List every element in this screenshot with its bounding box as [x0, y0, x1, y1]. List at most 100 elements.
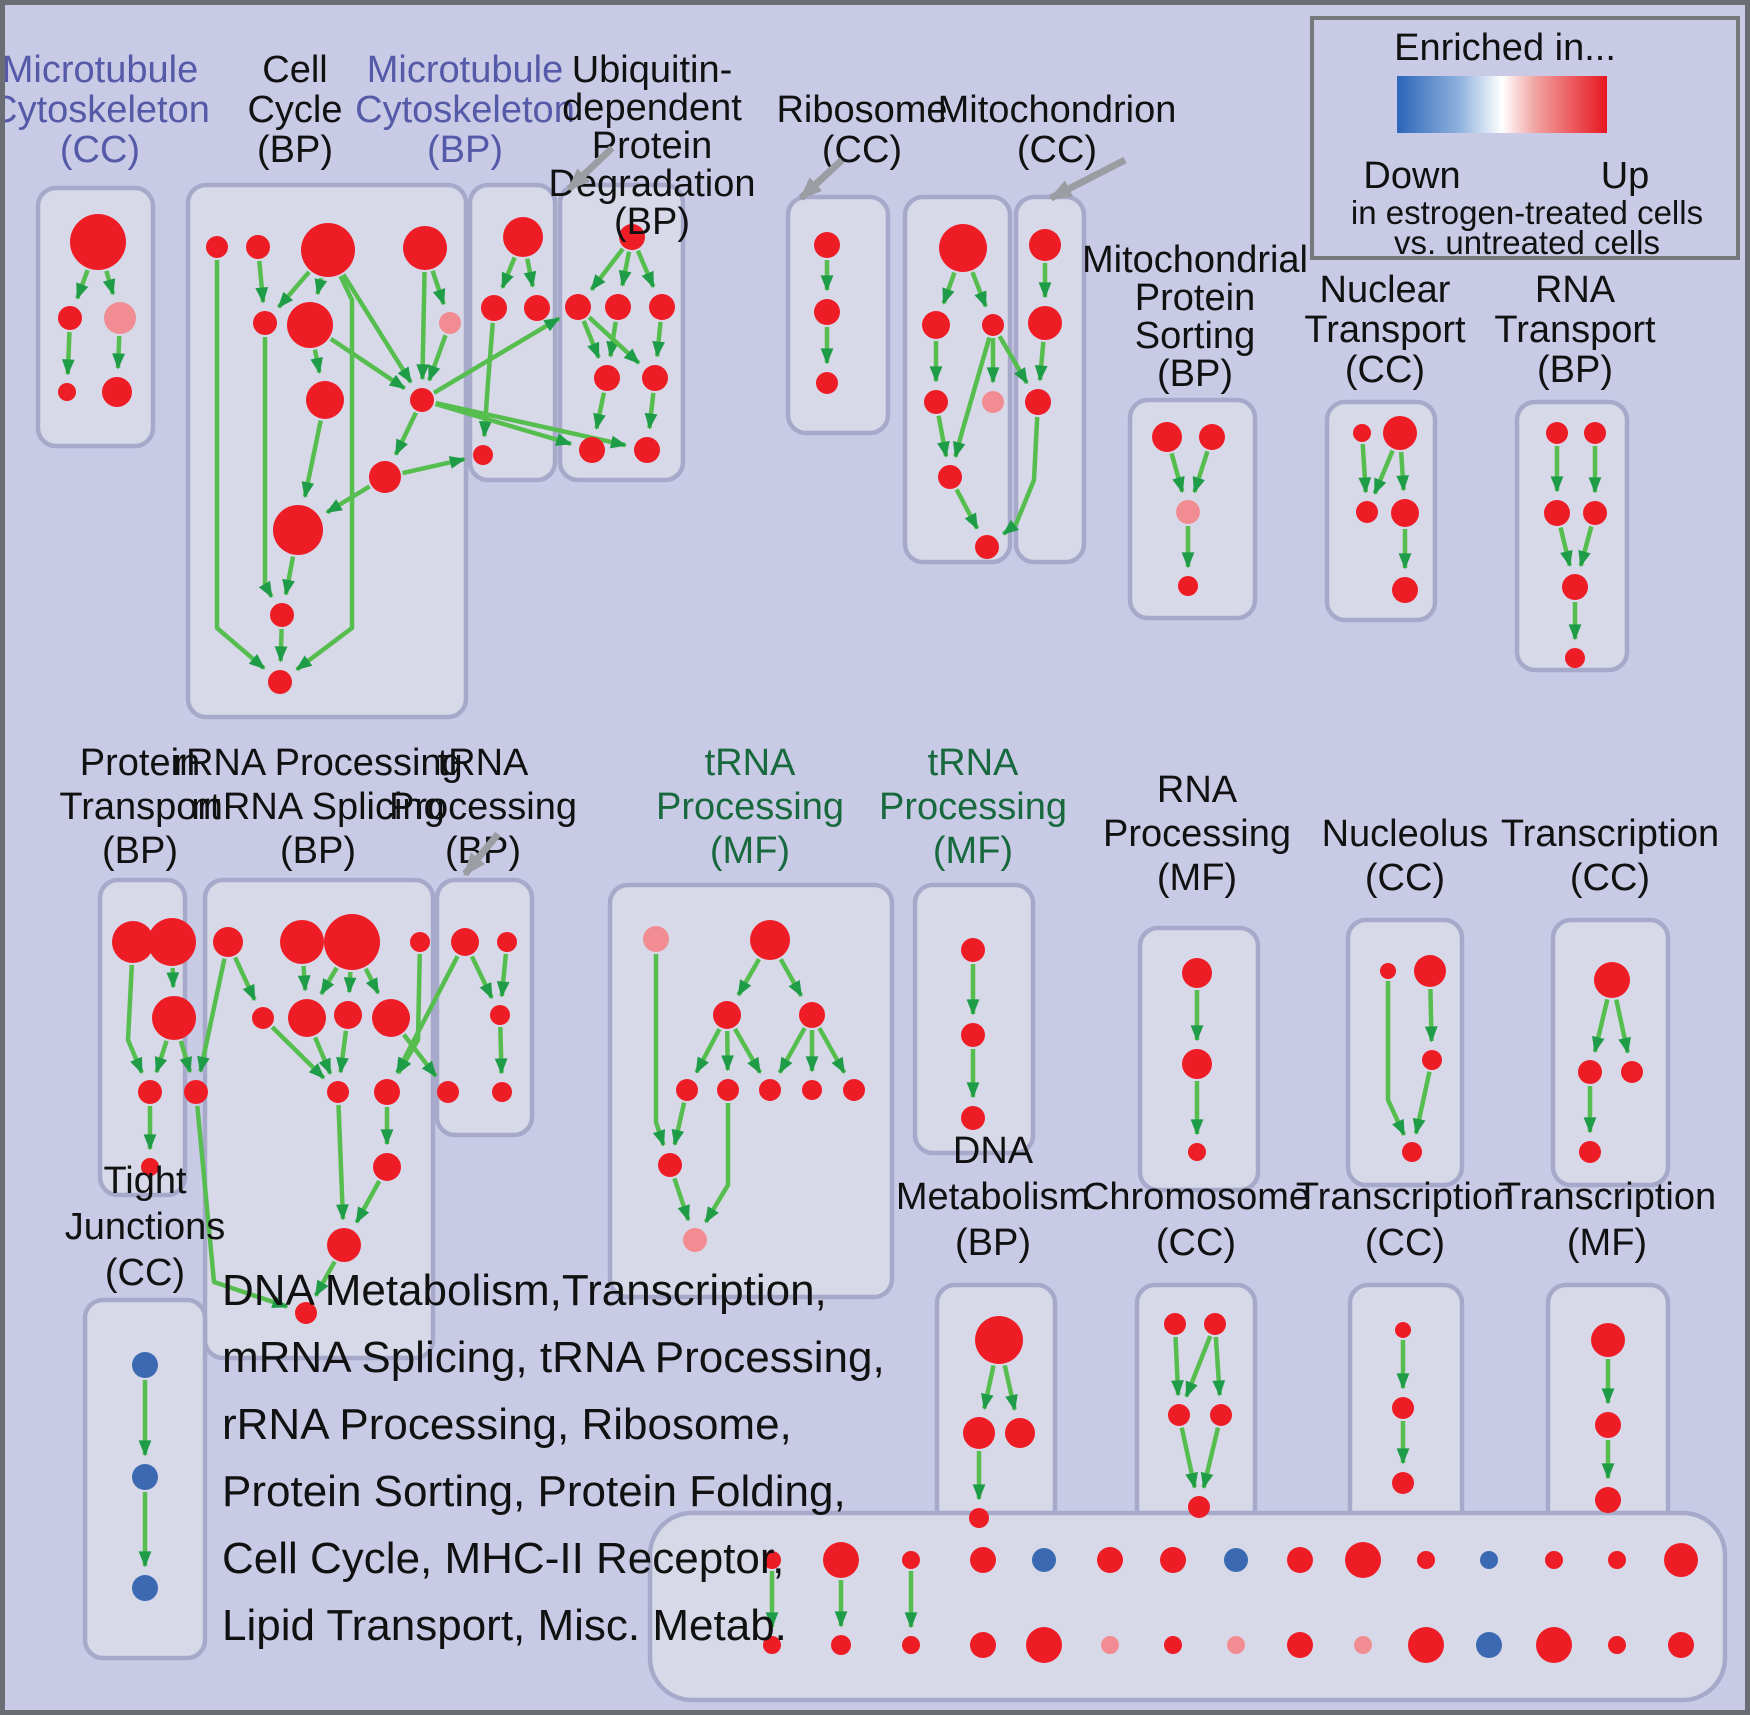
gene-node-nt_cc-n4 [1391, 499, 1419, 527]
gene-node-ub1-u3 [649, 294, 675, 320]
misc-node-bottom-6 [1101, 1636, 1119, 1654]
gene-node-ub1-u1 [565, 294, 591, 320]
edge-chr_cc.c4-to-chr_cc.c5 [1200, 1427, 1221, 1489]
edge-trna_mf1.ml-to-trna_mf1.b2 [721, 1030, 734, 1072]
gene-node-cc_bp-j [369, 461, 401, 493]
gene-node-rrna-c2 [327, 1081, 349, 1103]
edge-trna_bp.tr-to-trna_bp.mid [496, 953, 510, 998]
gene-node-ub1-u0 [619, 224, 645, 250]
edge-mt_bp.t-to-mt_bp.p [500, 256, 517, 289]
gene-node-ub2-x2 [816, 372, 838, 394]
gene-node-pt_bp-p5 [141, 1158, 159, 1176]
misc-node-bottom-10 [1354, 1636, 1372, 1654]
chr_cc-label: Chromosome (CC) [1082, 1176, 1310, 1264]
edge-cc_bp.e-to-cc_bp.l [258, 337, 274, 598]
edge-cc_bp.a-to-cc_bp.m [214, 260, 266, 671]
edge-cc_bp.c-to-cc_bp.i [341, 273, 413, 384]
edge-rt_bp.r3-to-rt_bp.r5 [1558, 527, 1573, 568]
gene-node-nt_cc-n5 [1392, 577, 1418, 603]
edge-ub1.u1-to-ub1.v1 [581, 320, 601, 359]
gene-node-trna_bp-tl [451, 928, 479, 956]
misc-node-top-13 [1545, 1551, 1563, 1569]
gene-node-rrna-c3 [374, 1079, 400, 1105]
gene-node-nuc_cc-q2 [1414, 955, 1446, 987]
gene-node-trna_mf1-ml [713, 1001, 741, 1029]
gene-node-rt_bp-r3 [1544, 500, 1570, 526]
gene-node-rib_cc-rt [939, 224, 987, 272]
edge-trna_mf1.b2-to-trna_mf1.pb [703, 1103, 731, 1224]
edge-rrna.t3-to-rrna.m2 [319, 966, 339, 996]
misc-node-top-11 [1417, 1551, 1435, 1569]
gene-node-ub1-u2 [605, 294, 631, 320]
edge-mtc_cc.A-to-mtc_cc.B [75, 269, 90, 300]
gene-node-mt_bp-r [473, 445, 493, 465]
gene-node-trna_bp-c1 [437, 1081, 459, 1103]
mito_cc-label: Mitochondrion (CC) [938, 89, 1177, 171]
trna_bp-label: tRNA Processing (BP) [389, 742, 577, 872]
edge-rt_bp.r4-to-rt_bp.r5 [1578, 525, 1594, 568]
gene-node-rrna-m4 [372, 999, 410, 1037]
edge-ub1.v1-to-ub1.w1 [593, 392, 607, 430]
edge-rib_cc.rl2-to-rib_cc.rcv [936, 415, 950, 458]
misc-categories-note-line-4: Protein Sorting, Protein Folding, [222, 1467, 846, 1516]
gene-node-rt_bp-r1 [1546, 422, 1568, 444]
gene-node-rib_cc-rl [922, 311, 950, 339]
gene-node-mito_cc-m1 [1029, 229, 1061, 261]
nt_cc-label: Nuclear Transport (CC) [1304, 269, 1466, 391]
misc-node-top-9 [1287, 1547, 1313, 1573]
edge-rib_cc.rcv-to-rib_cc.rb [954, 488, 980, 530]
rt_bp-label: RNA Transport (BP) [1494, 269, 1656, 391]
rib_cc-box [902, 194, 1013, 565]
edge-cc_bp.i-to-cc_bp.j [393, 411, 418, 456]
edge-rrna.t2-to-rrna.m2 [297, 965, 311, 992]
gene-node-rrna-m3 [334, 1001, 362, 1029]
mps_bp-label: Mitochondrial Protein Sorting (BP) [1082, 239, 1308, 395]
gene-node-rib_cc-rcv [938, 465, 962, 489]
gene-node-trna_bp-tr [497, 932, 517, 952]
misc-node-bottom-1 [763, 1636, 781, 1654]
rrna-box [202, 877, 436, 1361]
gene-node-tr_mf-a [1591, 1323, 1625, 1357]
edge-cc_bp.c-to-cc_bp.e [277, 270, 311, 309]
edge-cc_bp.c-to-cc_bp.f [314, 277, 328, 296]
edge-rib_cc.rt-to-rib_cc.rc [970, 271, 988, 308]
edge-mt_bp.t-to-mt_bp.q [523, 258, 537, 288]
tj_cc-label: Tight Junctions (CC) [65, 1160, 226, 1294]
cross-edge-cc_bp.i-to-ub1.u1 [432, 316, 561, 395]
edge-rib_cc.rt-to-rib_cc.rl [941, 271, 957, 305]
gene-node-cc_bp-l [270, 603, 294, 627]
misc-categories-note-line-2: mRNA Splicing, tRNA Processing, [222, 1333, 885, 1382]
gene-node-mt_bp-p [481, 295, 507, 321]
gene-node-dnam_bp-d2 [963, 1417, 995, 1449]
edge-trna_mf1.mr-to-trna_mf1.b3 [777, 1026, 807, 1074]
gene-node-dnam_bp-d1 [975, 1316, 1023, 1364]
misc-categories-note-line-6: Lipid Transport, Misc. Metab. [222, 1601, 787, 1650]
misc-node-top-8 [1224, 1548, 1248, 1572]
edge-trna_mf1.pk-to-trna_mf1.lw [652, 954, 666, 1147]
misc-node-bottom-5 [1026, 1627, 1062, 1663]
gene-node-ub1-w2 [634, 437, 660, 463]
gene-node-trna_mf1-lw [658, 1153, 682, 1177]
misc-node-bottom-8 [1227, 1636, 1245, 1654]
misc-node-top-10 [1345, 1542, 1381, 1578]
gene-node-rt_bp-r4 [1583, 501, 1607, 525]
edge-pt_bp.p2-to-pt_bp.p3 [166, 967, 180, 989]
cross-edge-cc_bp.i-to-ub1.w1 [434, 401, 573, 446]
gene-node-rib_cc-rp [982, 391, 1004, 413]
misc-node-top-5 [1032, 1548, 1056, 1572]
legend-up-label: Up [1601, 155, 1650, 197]
cross-edge-trna_bp.tl-to-rrna.c3 [395, 955, 460, 1074]
edge-trna_bp.mid-to-trna_bp.c2 [494, 1026, 508, 1075]
misc-node-top-4 [970, 1547, 996, 1573]
tr_cc2-label: Transcription (CC) [1296, 1176, 1514, 1264]
edge-trna_bp.tl-to-trna_bp.mid [469, 955, 494, 1000]
edge-cc_bp.k-to-cc_bp.l [282, 556, 296, 596]
gene-node-cc_bp-d [403, 226, 447, 270]
gene-node-cc_bp-h [306, 381, 344, 419]
gene-node-cc_bp-e [253, 311, 277, 335]
gene-node-mps_bp-s2 [1199, 424, 1225, 450]
gene-node-rt_bp-r5 [1562, 574, 1588, 600]
edge-cc_bp.c-to-cc_bp.m [295, 275, 355, 672]
